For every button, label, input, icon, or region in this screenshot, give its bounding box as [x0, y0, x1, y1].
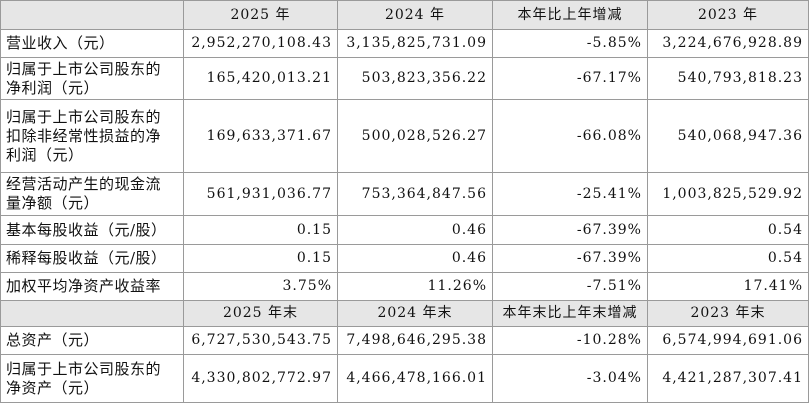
value-cell: 1,003,825,529.92	[647, 172, 809, 216]
header-cell: 2025 年末	[183, 300, 338, 327]
value-cell: 503,823,356.22	[337, 57, 493, 100]
value-cell: 0.54	[647, 244, 809, 273]
data-row: 总资产（元） 6,727,530,543.75 7,498,646,295.38 -1…	[0, 326, 809, 355]
value-cell: 4,466,478,166.01	[337, 354, 493, 403]
value-cell: 3,224,676,928.89	[647, 29, 809, 58]
data-row: 归属于上市公司股东的扣除非经常性损益的净利润（元） 169,633,371.67 5…	[0, 99, 809, 173]
value-cell: 753,364,847.56	[337, 172, 493, 216]
value-cell: -67.39%	[492, 215, 648, 245]
value-cell: 4,421,287,307.41	[647, 354, 809, 403]
header-row: 2025 年末 2024 年末 本年末比上年末增减 2023 年末	[0, 300, 809, 327]
value-cell: 7,498,646,295.38	[337, 326, 493, 355]
header-row: 2025 年 2024 年本年比上年增减 2023 年	[0, 0, 809, 30]
value-cell: 500,028,526.27	[337, 99, 493, 173]
value-cell: 2,952,270,108.43	[183, 29, 338, 58]
header-cell: 2025 年	[183, 0, 338, 30]
row-label: 加权平均净资产收益率	[0, 272, 184, 301]
value-cell: 561,931,036.77	[183, 172, 338, 216]
value-cell: -67.17%	[492, 57, 648, 100]
header-cell: 2023 年	[647, 0, 809, 30]
header-cell: 2024 年	[337, 0, 493, 30]
value-cell: 165,420,013.21	[183, 57, 338, 100]
value-cell: 0.46	[337, 244, 493, 273]
value-cell: 0.46	[337, 215, 493, 245]
data-row: 归属于上市公司股东的净利润（元） 165,420,013.21 503,823,35…	[0, 57, 809, 100]
header-cell: 本年比上年增减	[492, 0, 648, 30]
row-label: 归属于上市公司股东的净资产（元）	[0, 354, 184, 403]
data-row: 加权平均净资产收益率 3.75% 11.26% -7.51% 17.41%	[0, 272, 809, 301]
value-cell: 4,330,802,772.97	[183, 354, 338, 403]
data-row: 基本每股收益（元/股） 0.15 0.46 -67.39% 0.54	[0, 215, 809, 245]
value-cell: -7.51%	[492, 272, 648, 301]
data-row: 经营活动产生的现金流量净额（元） 561,931,036.77 753,364,84…	[0, 172, 809, 216]
value-cell: -66.08%	[492, 99, 648, 173]
header-cell	[0, 300, 184, 327]
value-cell: -25.41%	[492, 172, 648, 216]
value-cell: 6,574,994,691.06	[647, 326, 809, 355]
data-row: 营业收入（元） 2,952,270,108.43 3,135,825,731.09-…	[0, 29, 809, 58]
value-cell: -5.85%	[492, 29, 648, 58]
row-label: 基本每股收益（元/股）	[0, 215, 184, 245]
row-label: 归属于上市公司股东的净利润（元）	[0, 57, 184, 100]
value-cell: 3,135,825,731.09	[337, 29, 493, 58]
value-cell: 6,727,530,543.75	[183, 326, 338, 355]
header-cell	[0, 0, 184, 30]
value-cell: 3.75%	[183, 272, 338, 301]
value-cell: 540,793,818.23	[647, 57, 809, 100]
row-label: 稀释每股收益（元/股）	[0, 244, 184, 273]
value-cell: 17.41%	[647, 272, 809, 301]
value-cell: 0.15	[183, 244, 338, 273]
value-cell: 540,068,947.36	[647, 99, 809, 173]
header-cell: 2024 年末	[337, 300, 493, 327]
header-cell: 本年末比上年末增减	[492, 300, 648, 327]
value-cell: 0.54	[647, 215, 809, 245]
row-label: 总资产（元）	[0, 326, 184, 355]
value-cell: 169,633,371.67	[183, 99, 338, 173]
value-cell: 0.15	[183, 215, 338, 245]
row-label: 营业收入（元）	[0, 29, 184, 58]
value-cell: -10.28%	[492, 326, 648, 355]
row-label: 经营活动产生的现金流量净额（元）	[0, 172, 184, 216]
value-cell: -67.39%	[492, 244, 648, 273]
data-row: 归属于上市公司股东的净资产（元） 4,330,802,772.97 4,466,47…	[0, 354, 809, 403]
row-label: 归属于上市公司股东的扣除非经常性损益的净利润（元）	[0, 99, 184, 173]
value-cell: -3.04%	[492, 354, 648, 403]
data-row: 稀释每股收益（元/股） 0.15 0.46 -67.39% 0.54	[0, 244, 809, 273]
value-cell: 11.26%	[337, 272, 493, 301]
header-cell: 2023 年末	[647, 300, 809, 327]
